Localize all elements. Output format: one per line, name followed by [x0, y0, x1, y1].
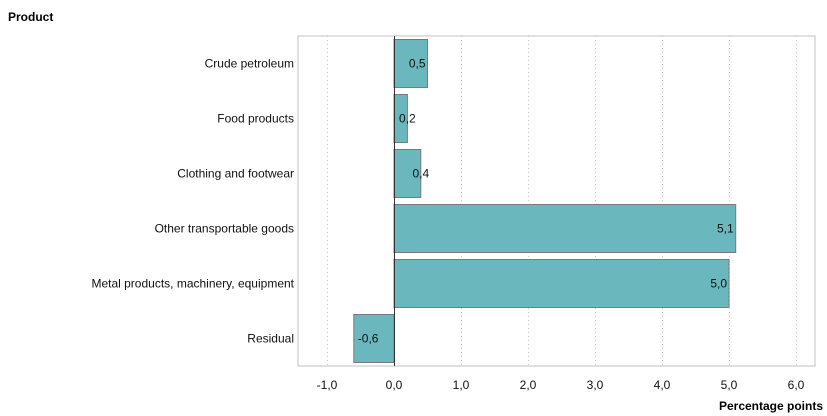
x-tick-label: 5,0: [721, 378, 738, 392]
x-tick-labels: -1,0 0,0 1,0 2,0 3,0 4,0 5,0 6,0: [317, 378, 805, 392]
bar: [393, 39, 428, 88]
data-labels: 0,5 0,2 0,4 5,1 5,0 -0,6: [358, 57, 734, 346]
x-tick-label: 1,0: [453, 378, 470, 392]
data-label: 0,5: [409, 57, 426, 71]
bar: [393, 259, 730, 308]
x-tick-label: -1,0: [317, 378, 338, 392]
category-label: Residual: [247, 332, 294, 346]
category-label: Metal products, machinery, equipment: [91, 277, 294, 291]
plot-frame: [297, 35, 816, 367]
category-labels: Crude petroleum Food products Clothing and…: [91, 57, 294, 346]
data-label: 0,4: [412, 167, 429, 181]
bars: [353, 39, 737, 363]
data-label: -0,6: [358, 332, 379, 346]
category-label: Other transportable goods: [155, 222, 294, 236]
category-label: Clothing and footwear: [177, 167, 294, 181]
x-tick-label: 0,0: [386, 378, 403, 392]
category-label: Food products: [217, 112, 294, 126]
x-tick-label: 2,0: [520, 378, 537, 392]
category-label: Crude petroleum: [205, 57, 294, 71]
data-label: 0,2: [399, 112, 416, 126]
y-axis-title: Product: [8, 10, 53, 24]
x-tick-label: 4,0: [654, 378, 671, 392]
x-axis-title: Percentage points: [719, 399, 823, 413]
bar: [393, 149, 422, 198]
bar: [393, 204, 737, 253]
x-tick-label: 3,0: [587, 378, 604, 392]
data-label: 5,0: [710, 277, 727, 291]
data-label: 5,1: [717, 222, 734, 236]
x-tick-label: 6,0: [788, 378, 805, 392]
